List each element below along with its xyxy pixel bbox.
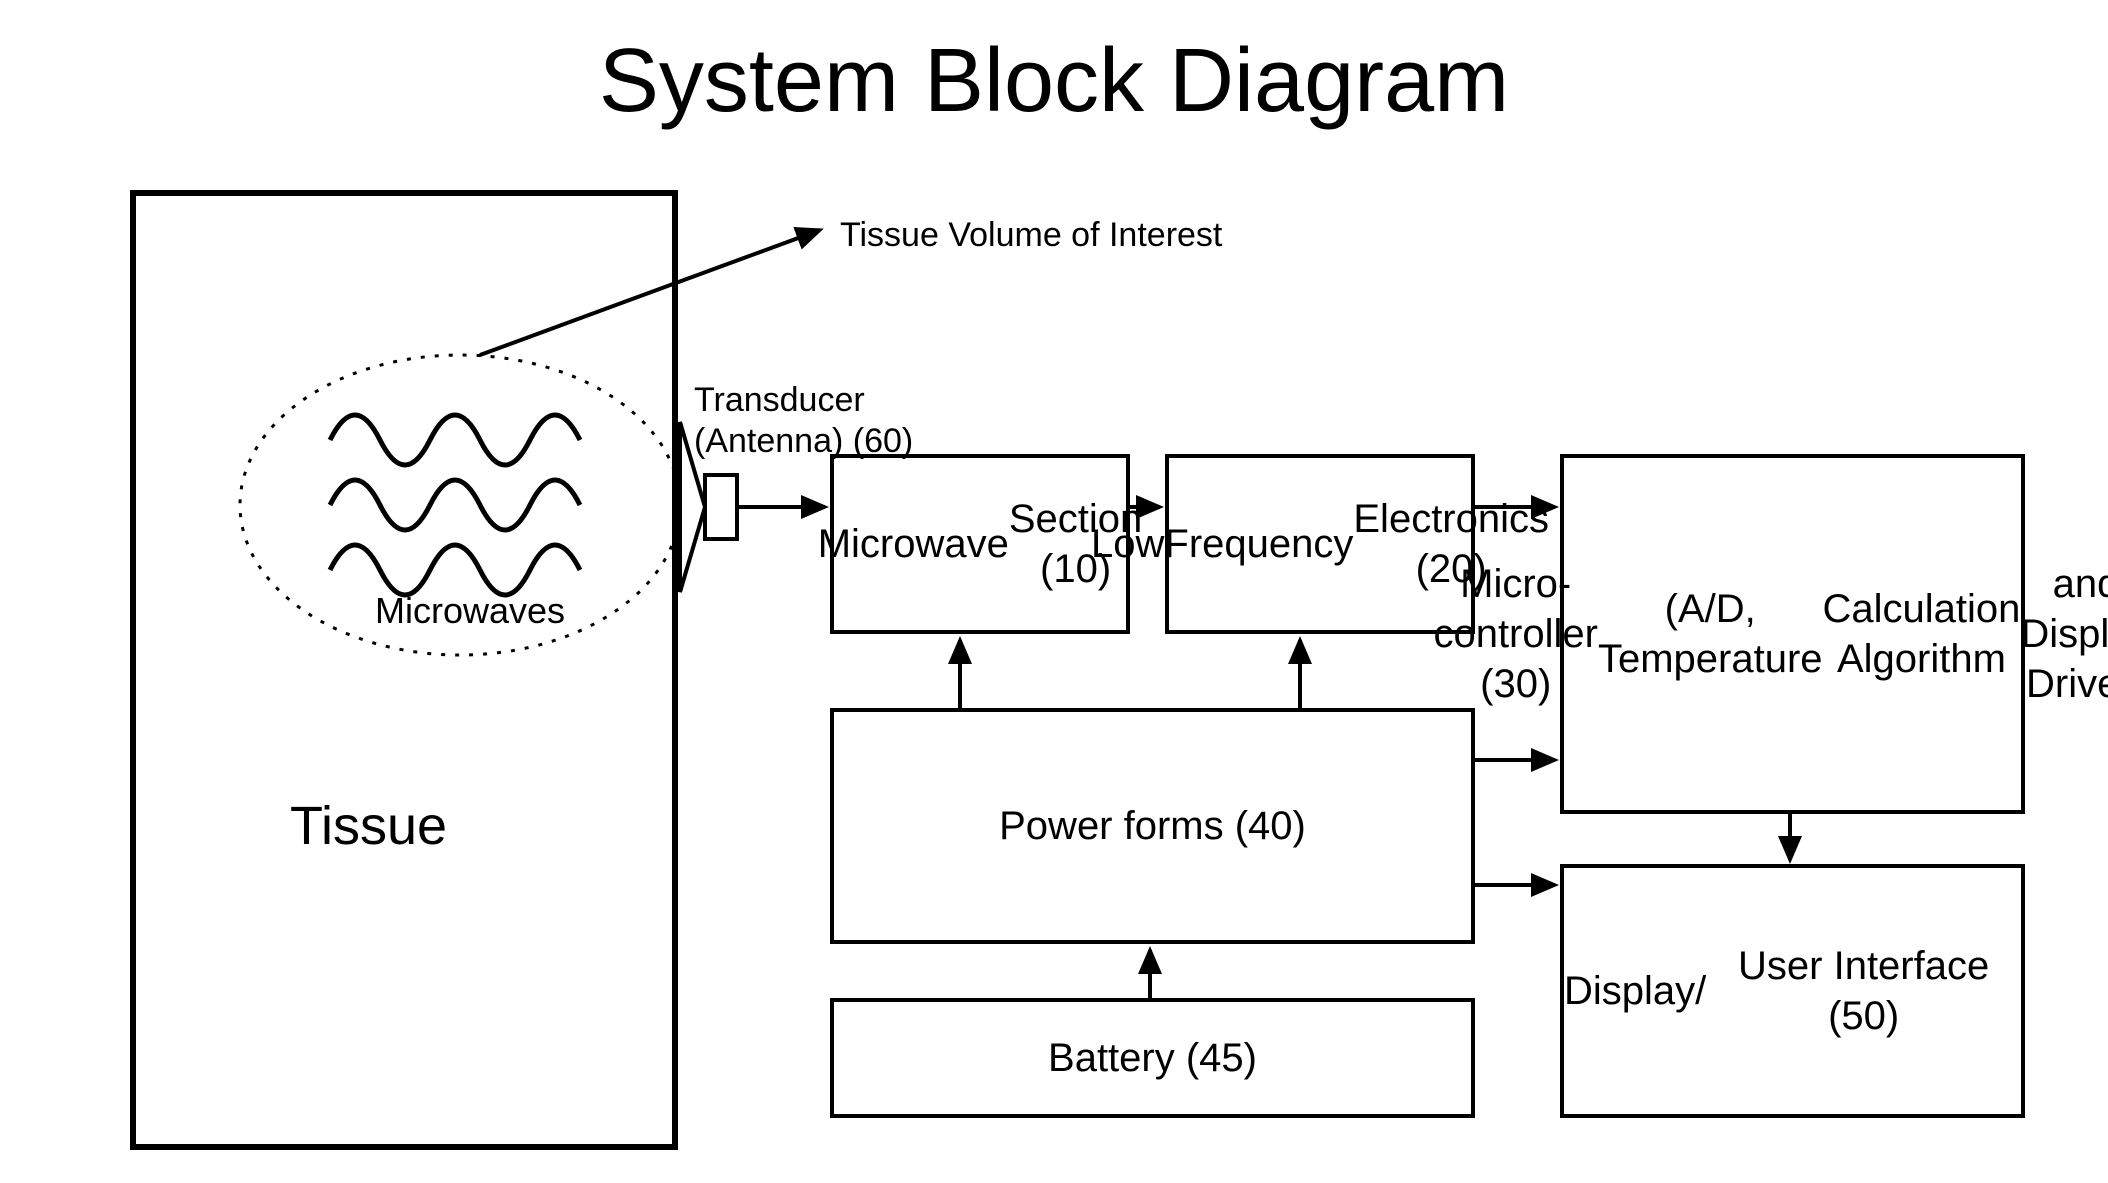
low-frequency-block: LowFrequencyElectronics (20) [1165, 454, 1475, 634]
display-ui-block: Display/User Interface (50) [1560, 864, 2025, 1118]
microcontroller-block: Micro-controller (30)(A/D, TemperatureCa… [1560, 454, 2025, 814]
diagram-title: System Block Diagram [599, 30, 1509, 133]
transducer-line2: (Antenna) (60) [694, 422, 913, 460]
transducer-annotation: Transducer (Antenna) (60) [694, 380, 913, 462]
tissue-label: Tissue [290, 795, 447, 857]
battery-block: Battery (45) [830, 998, 1475, 1118]
microwave-section-block: MicrowaveSection (10) [830, 454, 1130, 634]
tissue-block [130, 190, 678, 1150]
transducer-line1: Transducer [694, 381, 865, 419]
tissue-volume-annotation: Tissue Volume of Interest [840, 215, 1222, 256]
transducer-antenna-icon [705, 475, 737, 539]
microwaves-label: Microwaves [375, 590, 565, 632]
power-forms-block: Power forms (40) [830, 708, 1475, 944]
